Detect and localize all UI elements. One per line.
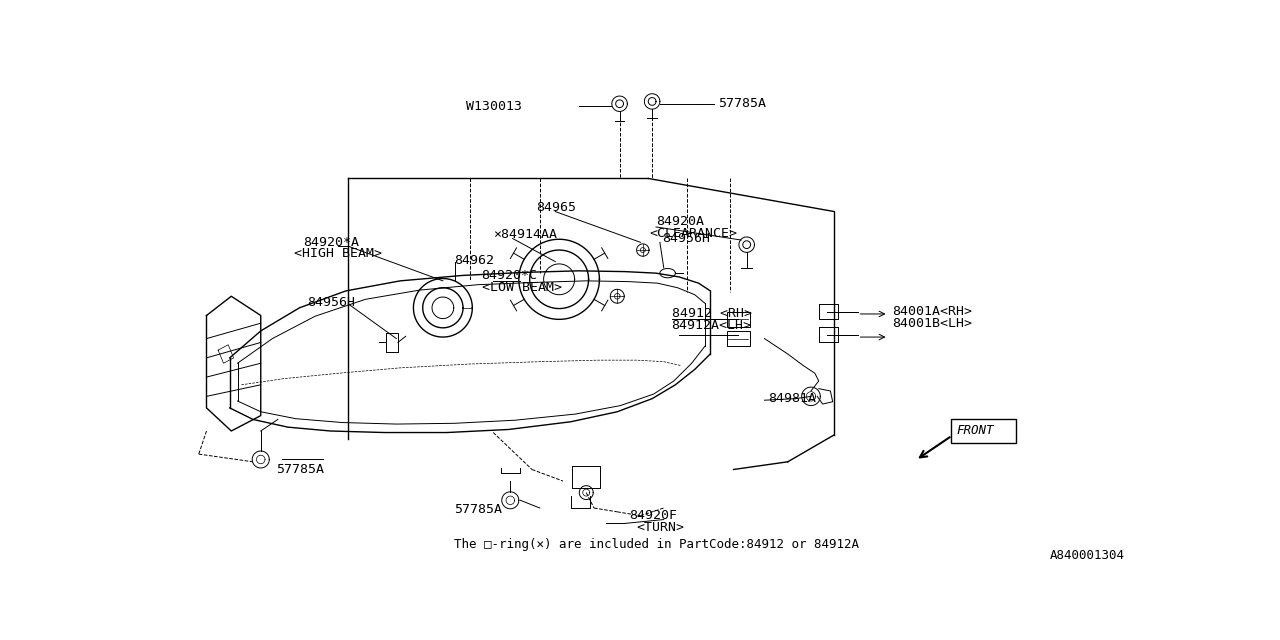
Text: 84920*A: 84920*A [303,236,360,249]
Text: 84920*C: 84920*C [481,269,538,282]
Text: <CLEARANCE>: <CLEARANCE> [650,227,737,239]
Text: 84962: 84962 [454,253,494,266]
Text: 57785A: 57785A [454,503,503,516]
Text: A840001304: A840001304 [1050,549,1125,563]
Text: 84920F: 84920F [628,509,677,522]
Text: FRONT: FRONT [956,424,995,438]
Bar [727,331,750,346]
Bar [951,419,1016,444]
Text: 84956H: 84956H [307,296,356,309]
Text: 84920A: 84920A [657,215,704,228]
Text: 84981A: 84981A [768,392,817,405]
Text: 84912A<LH>: 84912A<LH> [672,319,751,332]
Text: 84001A<RH>: 84001A<RH> [892,305,973,318]
Text: The □-ring(✕) are included in PartCode:84912 or 84912A: The □-ring(✕) are included in PartCode:8… [453,538,859,552]
Bar [727,312,750,327]
Text: 84001B<LH>: 84001B<LH> [892,317,973,330]
Text: <TURN>: <TURN> [636,521,685,534]
Text: 57785A: 57785A [718,97,765,110]
Text: 84912 <RH>: 84912 <RH> [672,307,751,321]
Text: ×84914AA: ×84914AA [493,228,557,241]
Text: <LOW BEAM>: <LOW BEAM> [481,280,562,294]
Text: 84956H: 84956H [662,232,710,245]
Text: <HIGH BEAM>: <HIGH BEAM> [294,248,381,260]
Text: W130013: W130013 [466,100,522,113]
Text: 84965: 84965 [536,201,576,214]
Text: 57785A: 57785A [276,463,324,476]
